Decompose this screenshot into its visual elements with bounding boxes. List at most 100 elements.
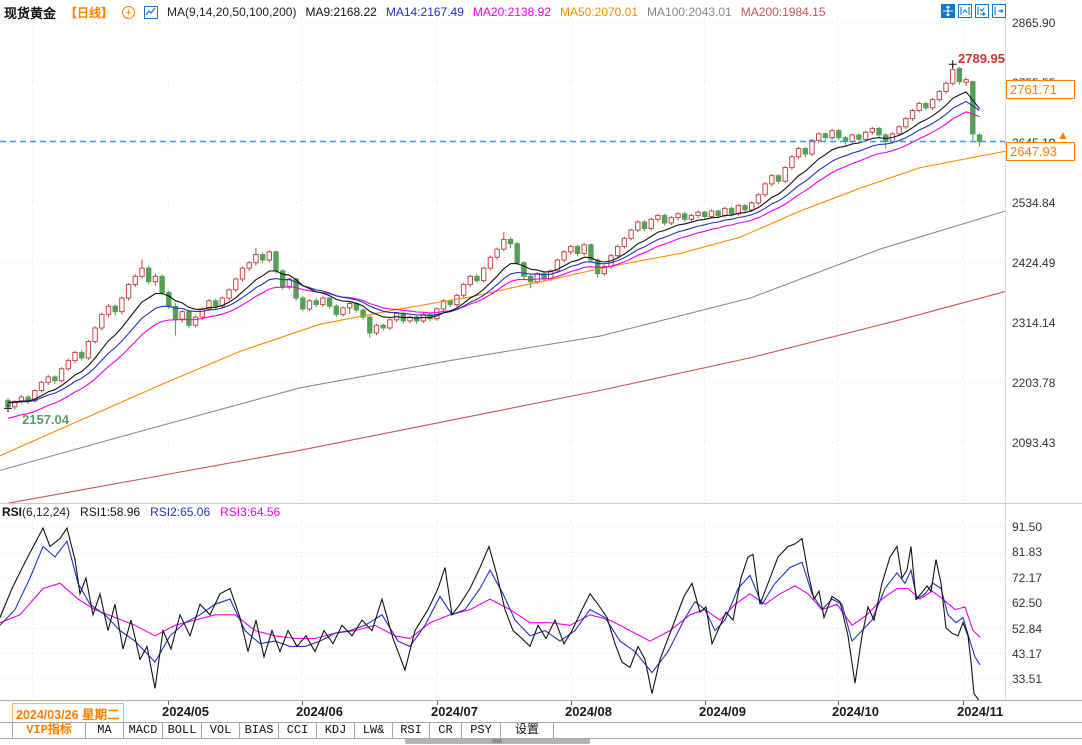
candle	[467, 275, 474, 285]
candle	[52, 376, 58, 382]
candle	[702, 211, 708, 218]
candle	[387, 319, 393, 329]
candle	[809, 139, 815, 155]
candle	[79, 351, 85, 359]
candle	[233, 278, 239, 291]
zoom-in-icon[interactable]	[958, 4, 972, 18]
tab-lw&[interactable]: LW&	[355, 723, 393, 738]
candle	[119, 297, 125, 313]
candle	[487, 256, 494, 269]
rsi-tick-label: 43.17	[1012, 647, 1043, 661]
candle	[132, 275, 139, 285]
month-tick	[963, 701, 964, 705]
scrollbar-knob[interactable]	[492, 739, 502, 743]
candle	[970, 81, 976, 135]
ma50-value: MA50:2070.01	[559, 5, 639, 19]
candle	[648, 218, 654, 229]
candle	[675, 213, 681, 219]
candle	[836, 130, 842, 139]
candle	[963, 79, 969, 83]
pan-move-icon[interactable]	[941, 4, 955, 18]
candle	[166, 292, 172, 307]
month-label: 2024/06	[296, 704, 343, 719]
month-tick	[302, 701, 303, 705]
tab-boll[interactable]: BOLL	[163, 723, 202, 738]
tab-macd[interactable]: MACD	[124, 723, 163, 738]
month-label: 2024/08	[565, 704, 612, 719]
candle	[333, 305, 340, 315]
candle	[554, 259, 561, 272]
rsi3-line	[0, 582, 981, 642]
month-label: 2024/10	[832, 704, 879, 719]
ma14-line	[7, 100, 980, 404]
month-label: 2024/09	[699, 704, 746, 719]
period-label[interactable]: 【日线】	[65, 5, 114, 20]
price-tick-label: 2424.49	[1012, 256, 1056, 270]
ma-formula: MA(9,14,20,50,100,200)	[167, 5, 297, 19]
rsi-tick-label: 72.17	[1012, 570, 1043, 585]
candle	[474, 275, 480, 282]
rsi-tick-label: 33.51	[1012, 672, 1043, 687]
candle	[501, 238, 507, 250]
pane-divider[interactable]	[0, 503, 1082, 504]
rsi-gridlines	[0, 520, 1005, 700]
candle	[862, 131, 869, 140]
candle	[112, 305, 118, 313]
candle	[460, 283, 467, 296]
candle	[186, 311, 192, 326]
expand-plus-icon[interactable]: +	[122, 5, 136, 19]
candle	[782, 167, 788, 182]
candle	[755, 194, 762, 204]
tab-kdj[interactable]: KDJ	[317, 723, 355, 738]
candle	[621, 237, 628, 247]
axis-separator	[1005, 0, 1006, 700]
reset-view-icon[interactable]	[992, 4, 1006, 18]
tab-bias[interactable]: BIAS	[240, 723, 279, 738]
candle	[45, 376, 51, 383]
candle	[206, 300, 212, 310]
candle	[179, 311, 185, 321]
low-cross-marker	[4, 404, 12, 413]
candle	[534, 273, 540, 283]
candle	[896, 126, 902, 135]
main-chart-svg[interactable]	[0, 0, 1005, 503]
candle	[762, 183, 768, 196]
tab-cr[interactable]: CR	[430, 723, 462, 738]
month-tick	[705, 701, 706, 705]
tab-psy[interactable]: PSY	[462, 723, 501, 738]
rsi-chart-svg[interactable]	[0, 520, 1005, 700]
month-label: 2024/11	[957, 704, 1004, 719]
zoom-out-icon[interactable]	[975, 4, 989, 18]
tab-vol[interactable]: VOL	[202, 723, 240, 738]
candle	[943, 82, 949, 92]
candle	[340, 307, 346, 315]
candle	[742, 205, 748, 211]
candle	[199, 308, 206, 318]
tab-ma[interactable]: MA	[86, 723, 124, 738]
prev-close-price-box: 2761.71	[1006, 80, 1075, 99]
candle	[581, 244, 587, 254]
candle	[360, 309, 366, 318]
tab-rsi[interactable]: RSI	[393, 723, 430, 738]
price-tick-label: 2314.14	[1012, 316, 1056, 330]
candle	[380, 324, 386, 329]
candle	[789, 156, 795, 169]
rsi1-line	[0, 526, 980, 700]
candlesticks	[5, 64, 983, 410]
candle	[956, 68, 963, 83]
candle	[829, 130, 835, 139]
candle	[139, 267, 145, 277]
month-tick	[571, 701, 572, 705]
candle	[373, 324, 380, 334]
candle	[735, 205, 741, 215]
candle	[923, 102, 929, 109]
chart-type-icon[interactable]	[144, 5, 159, 19]
last-price-box: 2647.93	[1006, 142, 1075, 161]
candle	[728, 207, 735, 215]
tab-设置[interactable]: 设置	[501, 723, 554, 738]
candle	[286, 278, 293, 288]
tab-cci[interactable]: CCI	[279, 723, 317, 738]
candle	[226, 289, 232, 299]
candle	[561, 251, 567, 261]
tab-vip指标[interactable]: VIP指标	[13, 723, 86, 738]
